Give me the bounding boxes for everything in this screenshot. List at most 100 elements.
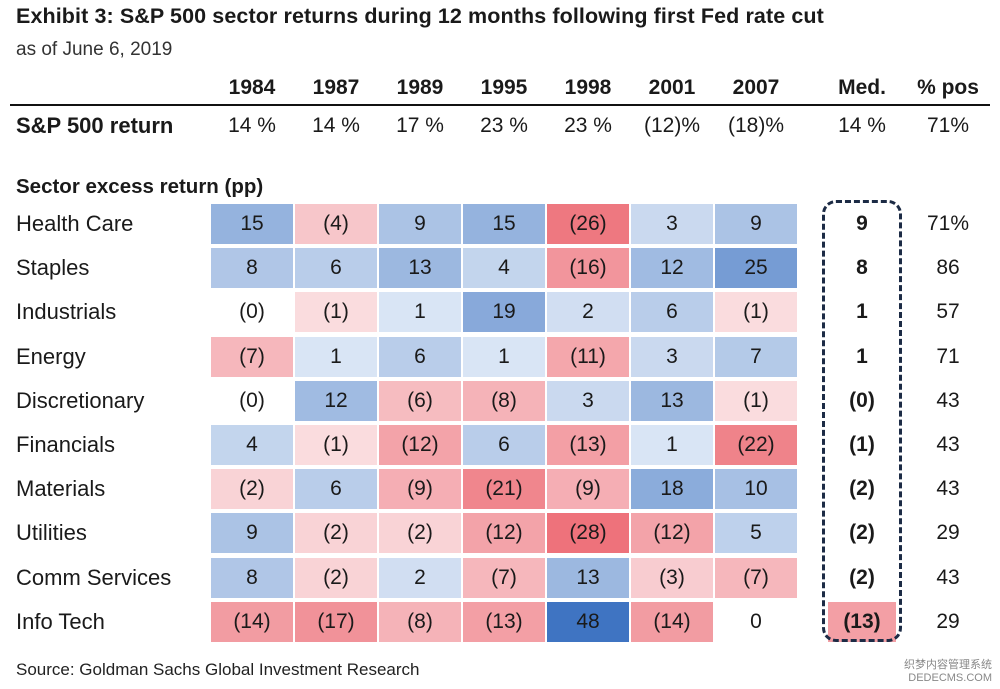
- heatmap-cell: 2: [379, 558, 461, 598]
- year-header: 2007: [732, 76, 780, 99]
- median-highlight-box: [822, 200, 902, 642]
- sp500-row-label: S&P 500 return: [16, 113, 174, 138]
- sector-label: Discretionary: [16, 388, 145, 413]
- sp500-return-value: 17 %: [396, 114, 444, 137]
- heatmap-cell: (22): [715, 425, 797, 465]
- heatmap-cell: (1): [295, 425, 377, 465]
- heatmap-cell: 4: [211, 425, 293, 465]
- heatmap-cell: (6): [379, 381, 461, 421]
- sector-label: Industrials: [16, 299, 117, 324]
- year-header: 1987: [312, 76, 360, 99]
- heatmap-cell: 13: [547, 558, 629, 598]
- sp500-median-value: 14 %: [838, 114, 886, 137]
- heatmap-cell: (21): [463, 469, 545, 509]
- heatmap-cell: (8): [463, 381, 545, 421]
- median-value: (0): [849, 389, 875, 412]
- sp500-return-value: 23 %: [564, 114, 612, 137]
- heatmap-cell: (11): [547, 337, 629, 377]
- heatmap-cell: (2): [211, 469, 293, 509]
- pct-positive-value: 86: [936, 256, 960, 279]
- sp500-return-value: (12)%: [643, 114, 701, 137]
- heatmap-cell: (0): [211, 292, 293, 332]
- heatmap-cell: (17): [295, 602, 377, 642]
- heatmap-cell: 13: [631, 381, 713, 421]
- heatmap-cell: (12): [631, 513, 713, 553]
- year-header: 1998: [564, 76, 612, 99]
- heatmap-cell: (7): [715, 558, 797, 598]
- sp500-return-value: 23 %: [480, 114, 528, 137]
- sp500-pct-positive-value: 71%: [926, 114, 970, 137]
- heatmap-cell: (9): [379, 469, 461, 509]
- sector-label: Materials: [16, 476, 106, 501]
- sector-label: Staples: [16, 255, 90, 280]
- heatmap-cell: 4: [463, 248, 545, 288]
- heatmap-cell: 1: [631, 425, 713, 465]
- heatmap-cell: (2): [295, 558, 377, 598]
- heatmap-cell: (14): [631, 602, 713, 642]
- heatmap-cell: (1): [715, 381, 797, 421]
- heatmap-cell: 48: [547, 602, 629, 642]
- heatmap-cell: 3: [631, 337, 713, 377]
- chart-title: Exhibit 3: S&P 500 sector returns during…: [16, 4, 824, 28]
- pct-positive-value: 43: [936, 389, 960, 412]
- pct-positive-value: 71: [936, 345, 960, 368]
- heatmap-cell: 7: [715, 337, 797, 377]
- pct-positive-value: 29: [936, 610, 960, 633]
- heatmap-cell: (2): [379, 513, 461, 553]
- heatmap-cell: (1): [715, 292, 797, 332]
- heatmap-cell: (13): [463, 602, 545, 642]
- year-header: 2001: [648, 76, 696, 99]
- heatmap-cell: (26): [547, 204, 629, 244]
- median-value: (13): [828, 602, 896, 642]
- sector-label: Energy: [16, 344, 86, 369]
- heatmap-cell: 19: [463, 292, 545, 332]
- heatmap-cell: 8: [211, 248, 293, 288]
- heatmap-cell: 2: [547, 292, 629, 332]
- source-note: Source: Goldman Sachs Global Investment …: [16, 660, 420, 679]
- heatmap-cell: 15: [211, 204, 293, 244]
- heatmap-cell: 13: [379, 248, 461, 288]
- pct-positive-value: 43: [936, 477, 960, 500]
- heatmap-cell: 3: [547, 381, 629, 421]
- heatmap-cell: (8): [379, 602, 461, 642]
- median-header: Med.: [838, 76, 886, 99]
- heatmap-cell: (7): [211, 337, 293, 377]
- heatmap-cell: 9: [715, 204, 797, 244]
- heatmap-cell: (7): [463, 558, 545, 598]
- heatmap-cell: 1: [463, 337, 545, 377]
- pct-positive-value: 29: [936, 521, 960, 544]
- year-header: 1989: [396, 76, 444, 99]
- heatmap-cell: 6: [463, 425, 545, 465]
- heatmap-cell: 6: [295, 248, 377, 288]
- sp500-return-value: 14 %: [312, 114, 360, 137]
- pct-positive-value: 43: [936, 566, 960, 589]
- heatmap-cell: 6: [631, 292, 713, 332]
- year-header: 1984: [228, 76, 276, 99]
- median-value: 1: [856, 300, 868, 323]
- year-header: 1995: [480, 76, 528, 99]
- heatmap-cell: 1: [379, 292, 461, 332]
- heatmap-cell: (12): [379, 425, 461, 465]
- heatmap-cell: 10: [715, 469, 797, 509]
- heatmap-cell: 6: [295, 469, 377, 509]
- heatmap-cell: (9): [547, 469, 629, 509]
- heatmap-cell: 9: [211, 513, 293, 553]
- heatmap-cell: (14): [211, 602, 293, 642]
- heatmap-cell: 0: [715, 602, 797, 642]
- heatmap-cell: (16): [547, 248, 629, 288]
- median-value: (2): [849, 477, 875, 500]
- heatmap-cell: (28): [547, 513, 629, 553]
- sector-label: Health Care: [16, 211, 134, 236]
- median-value: (1): [849, 433, 875, 456]
- heatmap-cell: (0): [211, 381, 293, 421]
- heatmap-cell: 5: [715, 513, 797, 553]
- heatmap-cell: 12: [295, 381, 377, 421]
- heatmap-cell: 15: [463, 204, 545, 244]
- pct-positive-value: 57: [936, 300, 960, 323]
- chart-subtitle: as of June 6, 2019: [16, 39, 173, 60]
- heatmap-cell: 3: [631, 204, 713, 244]
- sector-label: Comm Services: [16, 565, 172, 590]
- median-value: 9: [856, 212, 868, 235]
- watermark-line: 织梦内容管理系统: [904, 659, 992, 671]
- median-value: (2): [849, 566, 875, 589]
